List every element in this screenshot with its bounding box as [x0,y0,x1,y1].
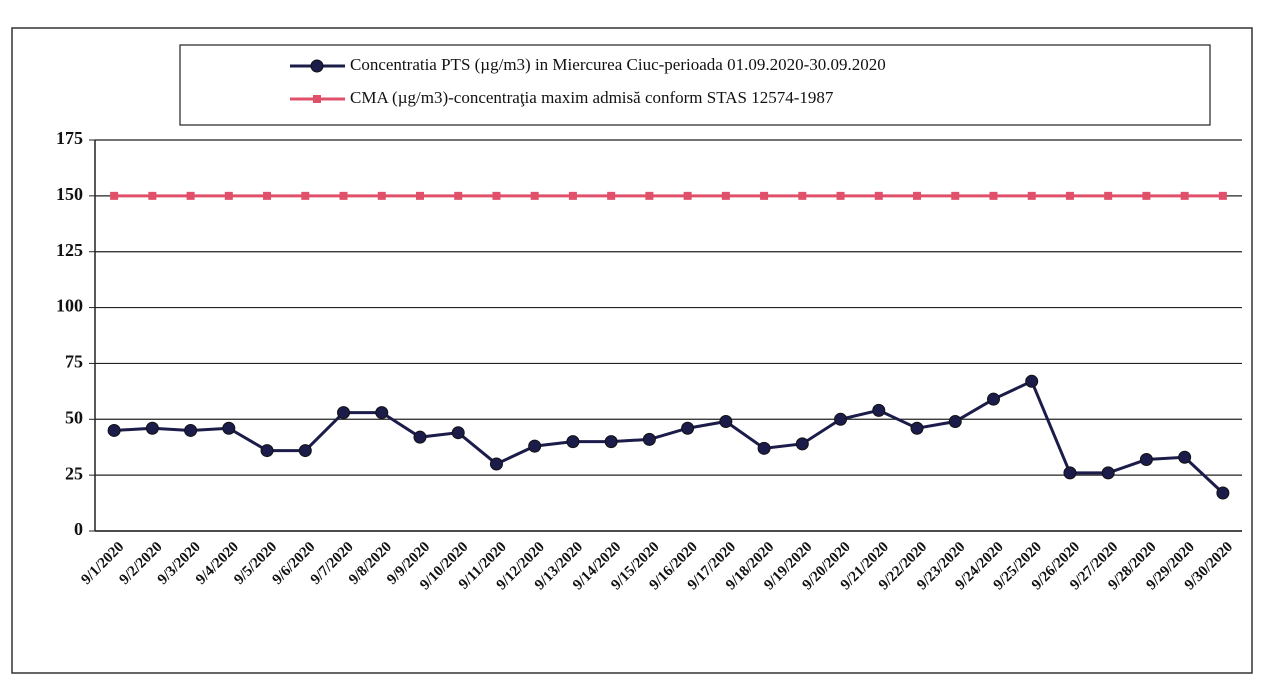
point [413,430,427,444]
point [757,441,771,455]
point [1104,191,1113,200]
point [313,95,321,103]
point [795,437,809,451]
point [607,191,616,200]
point [489,457,503,471]
point [1142,191,1151,200]
point [834,412,848,426]
legend-label: CMA (µg/m3)-concentraţia maxim admisă co… [350,88,834,107]
point [454,191,463,200]
point [492,191,501,200]
point [339,191,348,200]
legend-label: Concentratia PTS (µg/m3) in Miercurea Ci… [350,55,886,74]
y-tick-label: 175 [56,128,83,148]
point [186,191,195,200]
point [874,191,883,200]
point [948,415,962,429]
point [1178,450,1192,464]
point [1025,374,1039,388]
point [224,191,233,200]
point [298,444,312,458]
y-tick-label: 75 [65,352,83,372]
point [260,444,274,458]
point [568,191,577,200]
point [301,191,310,200]
point [872,403,886,417]
point [530,191,539,200]
point [375,406,389,420]
point [110,191,119,200]
point [1218,191,1227,200]
point [145,421,159,435]
point [451,426,465,440]
point [760,191,769,200]
y-tick-label: 125 [56,240,83,260]
point [1101,466,1115,480]
point [604,435,618,449]
point [642,432,656,446]
point [148,191,157,200]
point [107,423,121,437]
point [337,406,351,420]
point [798,191,807,200]
point [528,439,542,453]
point [566,435,580,449]
legend-box [179,44,1211,126]
y-tick-label: 25 [65,463,83,483]
point [645,191,654,200]
chart-border [11,27,1253,674]
point [719,415,733,429]
point [1027,191,1036,200]
point [683,191,692,200]
point [1139,453,1153,467]
point [986,392,1000,406]
y-tick-label: 0 [74,519,83,539]
point [989,191,998,200]
point [721,191,730,200]
point [836,191,845,200]
point [910,421,924,435]
y-tick-label: 150 [56,184,83,204]
point [222,421,236,435]
point [913,191,922,200]
point [1216,486,1230,500]
series-line [114,379,1224,495]
y-tick-label: 100 [56,296,83,316]
point [1065,191,1074,200]
point [1180,191,1189,200]
point [263,191,272,200]
point [310,59,324,73]
point [951,191,960,200]
point [1063,466,1077,480]
point [377,191,386,200]
y-tick-label: 50 [65,407,83,427]
point [184,423,198,437]
point [681,421,695,435]
point [415,191,424,200]
